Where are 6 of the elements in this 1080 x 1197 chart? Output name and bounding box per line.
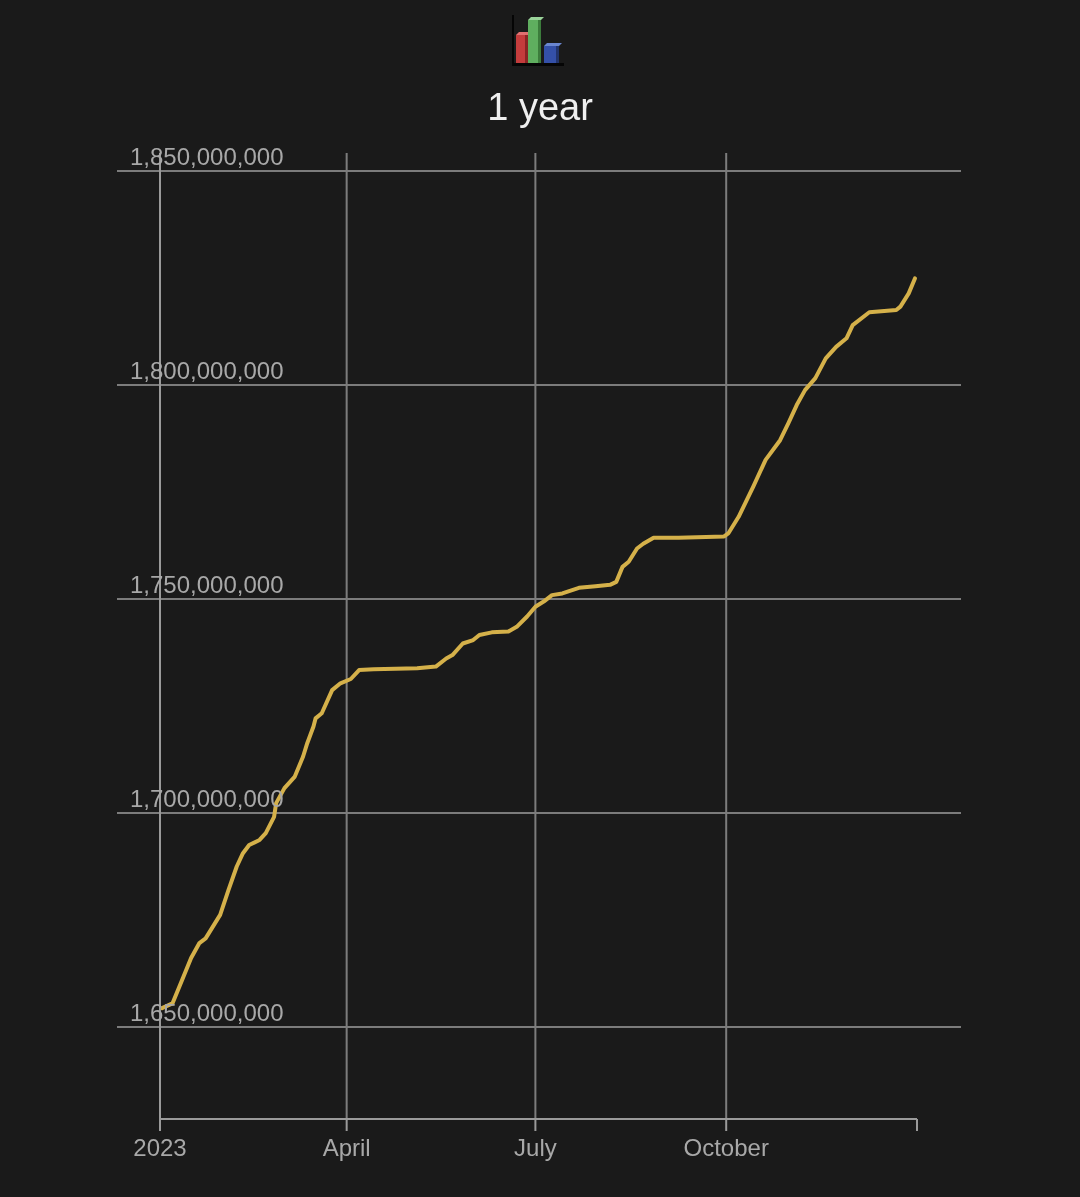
x-tick-label: July bbox=[514, 1134, 557, 1162]
y-tick-label: 1,850,000,000 bbox=[130, 142, 284, 170]
x-tick-label: October bbox=[683, 1134, 769, 1162]
chart-title: 1 year bbox=[486, 85, 594, 130]
x-tick-label: April bbox=[322, 1134, 371, 1162]
x-tick-label: 2023 bbox=[133, 1134, 187, 1162]
